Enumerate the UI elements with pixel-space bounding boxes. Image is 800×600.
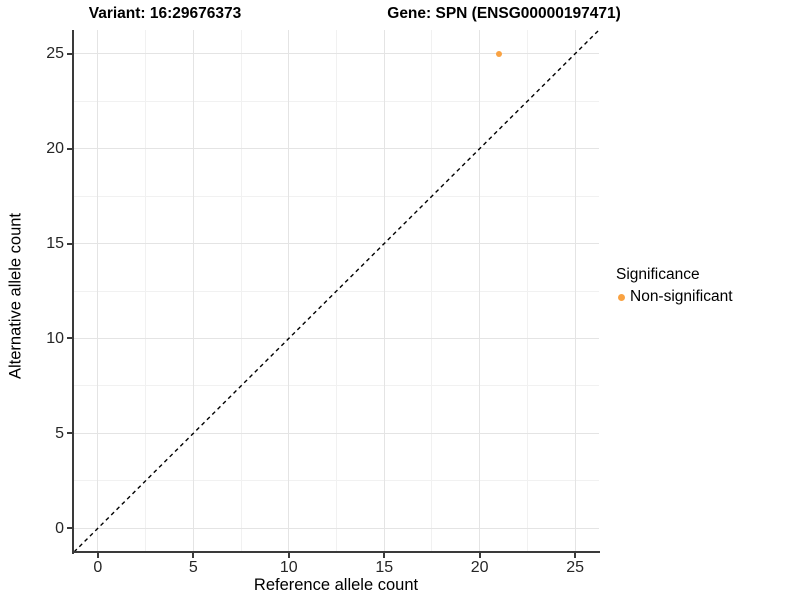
major-gridline-vertical: [479, 30, 481, 552]
major-gridline-horizontal: [74, 148, 599, 150]
x-tick-label: 20: [470, 559, 489, 576]
minor-gridline-horizontal: [74, 100, 599, 102]
identity-line-layer: [74, 30, 599, 552]
major-gridline-vertical: [288, 30, 290, 552]
legend-entry-label: Non-significant: [630, 288, 733, 305]
x-tick-mark: [192, 553, 195, 558]
legend: Significance Non-significant: [616, 266, 733, 307]
y-tick-mark: [67, 527, 72, 530]
y-axis-line: [72, 30, 74, 554]
x-tick-label: 5: [188, 559, 198, 576]
x-tick-mark: [383, 553, 386, 558]
y-tick-label: 25: [46, 45, 64, 63]
x-tick-mark: [287, 553, 290, 558]
major-gridline-horizontal: [74, 53, 599, 55]
major-gridline-vertical: [192, 30, 194, 552]
major-gridline-vertical: [574, 30, 576, 552]
y-tick-label: 10: [46, 329, 64, 347]
identity-dashed-line: [74, 30, 599, 552]
plot-title-gene: Gene: SPN (ENSG00000197471): [387, 5, 621, 22]
y-tick-mark: [67, 432, 72, 435]
x-tick-mark: [574, 553, 577, 558]
plot-title-variant: Variant: 16:29676373: [88, 5, 242, 22]
legend-point-swatch: [618, 293, 625, 301]
data-point: [495, 50, 502, 57]
x-axis-label: Reference allele count: [253, 576, 419, 594]
major-gridline-horizontal: [74, 337, 599, 339]
y-tick-label: 20: [46, 140, 64, 158]
x-tick-label: 10: [279, 559, 298, 576]
minor-gridline-horizontal: [74, 385, 599, 387]
y-tick-mark: [67, 242, 72, 245]
x-tick-label: 0: [93, 559, 103, 576]
major-gridline-vertical: [383, 30, 385, 552]
x-tick-mark: [478, 553, 481, 558]
minor-gridline-horizontal: [74, 480, 599, 482]
y-tick-label: 5: [55, 424, 64, 442]
y-tick-mark: [67, 52, 72, 55]
major-gridline-horizontal: [74, 527, 599, 529]
major-gridline-horizontal: [74, 432, 599, 434]
y-tick-mark: [67, 147, 72, 150]
x-tick-label: 15: [375, 559, 394, 576]
major-gridline-horizontal: [74, 243, 599, 245]
plot-panel: [74, 30, 599, 552]
legend-entry: Non-significant: [616, 287, 733, 307]
y-tick-label: 0: [55, 519, 64, 537]
x-tick-mark: [96, 553, 99, 558]
major-gridline-vertical: [97, 30, 99, 552]
legend-title: Significance: [616, 266, 700, 283]
x-axis-line: [72, 551, 600, 553]
y-tick-mark: [67, 337, 72, 340]
x-tick-label: 25: [566, 559, 585, 576]
y-tick-label: 15: [46, 235, 64, 253]
minor-gridline-horizontal: [74, 195, 599, 197]
